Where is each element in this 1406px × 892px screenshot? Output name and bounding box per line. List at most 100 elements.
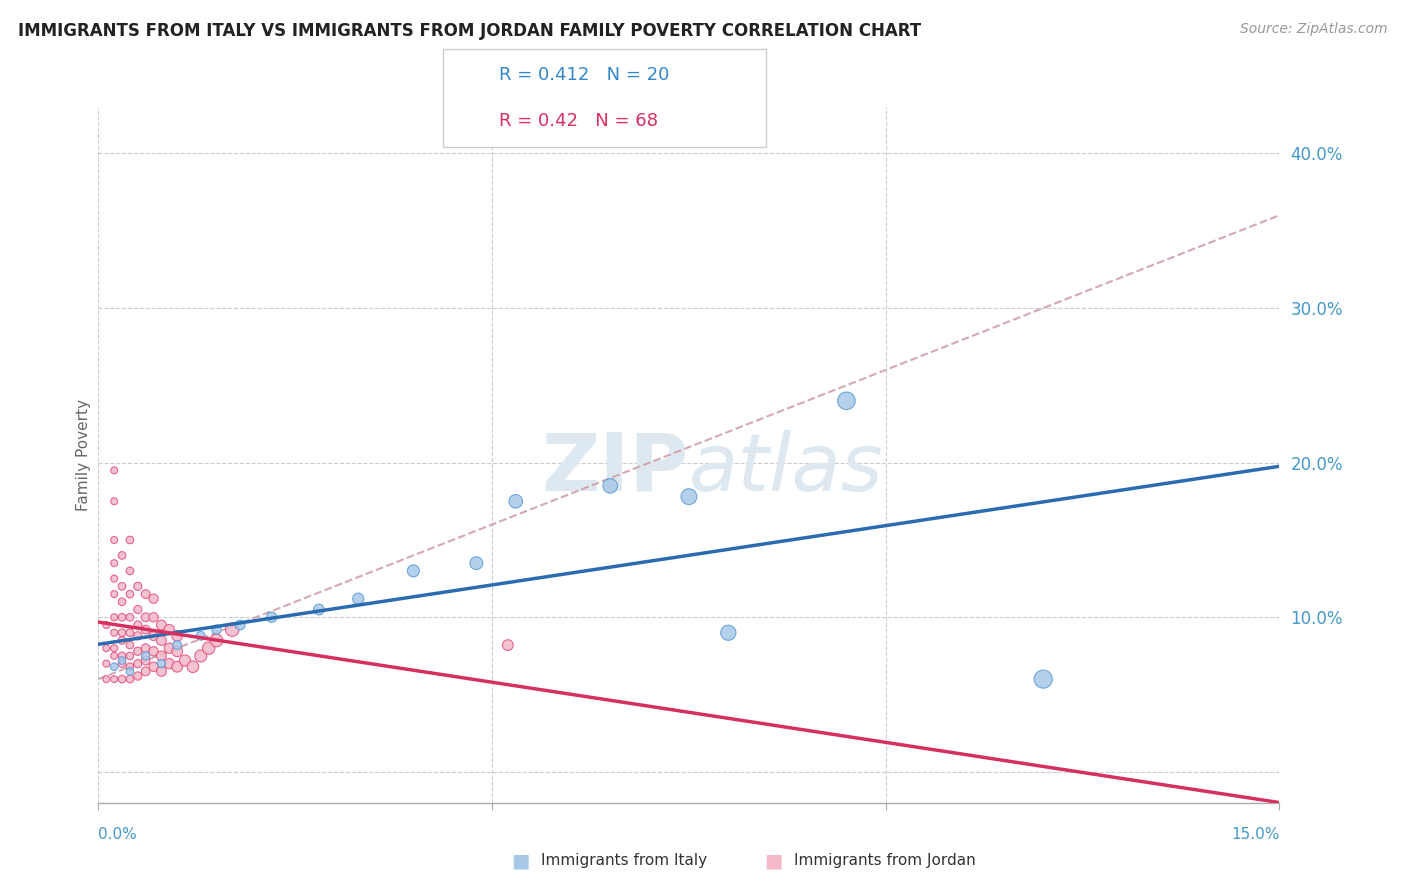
Point <box>127 618 149 632</box>
Point <box>111 672 134 686</box>
Point <box>103 587 125 601</box>
Point <box>103 610 125 624</box>
Point <box>103 625 125 640</box>
Point <box>103 648 125 663</box>
Point <box>111 549 134 563</box>
Point <box>111 648 134 663</box>
Point <box>103 556 125 570</box>
Point <box>1032 672 1054 686</box>
Point <box>135 654 157 668</box>
Point <box>150 657 173 671</box>
Point <box>127 644 149 658</box>
Point <box>205 623 228 637</box>
Point <box>127 629 149 643</box>
Point <box>142 659 165 673</box>
Point <box>717 625 740 640</box>
Point <box>96 618 118 632</box>
Point <box>157 641 180 656</box>
Point <box>118 665 141 679</box>
Point <box>150 648 173 663</box>
Point <box>190 629 212 643</box>
Point <box>127 579 149 593</box>
Point <box>118 610 141 624</box>
Point <box>127 657 149 671</box>
Text: ■: ■ <box>763 851 783 871</box>
Point <box>118 659 141 673</box>
Point <box>103 641 125 656</box>
Text: ZIP: ZIP <box>541 430 689 508</box>
Point <box>135 610 157 624</box>
Point <box>166 638 188 652</box>
Point <box>190 648 212 663</box>
Point <box>118 638 141 652</box>
Point <box>103 494 125 508</box>
Text: Source: ZipAtlas.com: Source: ZipAtlas.com <box>1240 22 1388 37</box>
Point <box>142 644 165 658</box>
Point <box>308 602 330 616</box>
Point <box>135 641 157 656</box>
Point <box>127 669 149 683</box>
Point <box>103 463 125 477</box>
Point <box>111 610 134 624</box>
Point <box>157 623 180 637</box>
Point <box>118 648 141 663</box>
Point <box>402 564 425 578</box>
Point <box>150 633 173 648</box>
Point <box>135 623 157 637</box>
Point <box>118 533 141 547</box>
Point <box>599 479 621 493</box>
Point <box>103 572 125 586</box>
Text: R = 0.42   N = 68: R = 0.42 N = 68 <box>499 112 658 130</box>
Point <box>111 595 134 609</box>
Point <box>135 665 157 679</box>
Point <box>150 665 173 679</box>
Point <box>142 591 165 606</box>
Text: Immigrants from Jordan: Immigrants from Jordan <box>794 854 976 868</box>
Point <box>118 672 141 686</box>
Point <box>181 659 204 673</box>
Point <box>111 633 134 648</box>
Point <box>205 633 228 648</box>
Point <box>166 644 188 658</box>
Text: 0.0%: 0.0% <box>98 827 138 841</box>
Point <box>229 618 252 632</box>
Point <box>111 657 134 671</box>
Point <box>197 641 219 656</box>
Point <box>142 610 165 624</box>
Point <box>118 564 141 578</box>
Point <box>347 591 370 606</box>
Point <box>157 657 180 671</box>
Text: Immigrants from Italy: Immigrants from Italy <box>541 854 707 868</box>
Point <box>103 672 125 686</box>
Point <box>166 629 188 643</box>
Point <box>135 587 157 601</box>
Point <box>166 659 188 673</box>
Point <box>111 579 134 593</box>
Point <box>465 556 488 570</box>
Text: 15.0%: 15.0% <box>1232 827 1279 841</box>
Text: atlas: atlas <box>689 430 884 508</box>
Point <box>496 638 519 652</box>
Point <box>96 672 118 686</box>
Point <box>221 623 243 637</box>
Point <box>135 648 157 663</box>
Point <box>150 618 173 632</box>
Point <box>260 610 283 624</box>
Point <box>505 494 527 508</box>
Text: R = 0.412   N = 20: R = 0.412 N = 20 <box>499 66 669 84</box>
Point <box>96 657 118 671</box>
Point <box>96 641 118 656</box>
Point <box>111 654 134 668</box>
Point <box>835 393 858 408</box>
Point <box>678 490 700 504</box>
Point <box>142 629 165 643</box>
Point <box>118 625 141 640</box>
Point <box>103 533 125 547</box>
Text: ■: ■ <box>510 851 530 871</box>
Y-axis label: Family Poverty: Family Poverty <box>76 399 91 511</box>
Point <box>118 587 141 601</box>
Point <box>103 659 125 673</box>
Point <box>111 625 134 640</box>
Point <box>127 602 149 616</box>
Text: IMMIGRANTS FROM ITALY VS IMMIGRANTS FROM JORDAN FAMILY POVERTY CORRELATION CHART: IMMIGRANTS FROM ITALY VS IMMIGRANTS FROM… <box>18 22 921 40</box>
